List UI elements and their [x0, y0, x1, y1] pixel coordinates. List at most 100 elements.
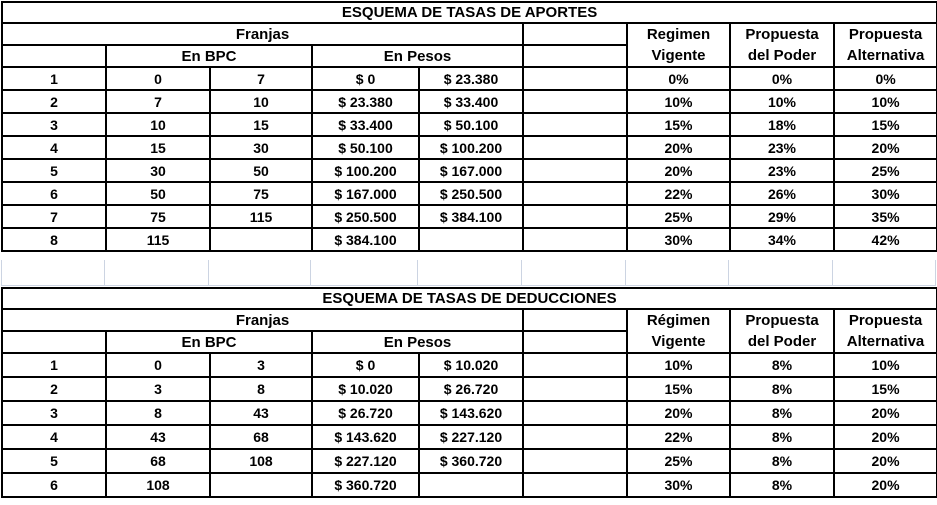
header-line-del-poder: del Poder	[747, 333, 817, 350]
cell-n: 7	[1, 204, 107, 229]
header-franjas: Franjas	[1, 308, 524, 332]
cell-pesos-to	[418, 227, 524, 252]
cell-pesos-to: $ 384.100	[418, 204, 524, 229]
gridline-cell	[209, 260, 311, 285]
header-en-pesos: En Pesos	[311, 330, 524, 354]
cell-pesos-from: $ 143.620	[311, 424, 420, 450]
empty-cell	[522, 352, 628, 378]
empty-cell	[522, 89, 628, 114]
empty-header-cell	[522, 44, 628, 68]
cell-bpc-from: 0	[105, 352, 211, 378]
empty-cell	[522, 424, 628, 450]
cell-pesos-to: $ 50.100	[418, 112, 524, 137]
table-row: 2 7 10 $ 23.380 $ 33.400 10% 10% 10%	[1, 89, 937, 114]
aportes-table: ESQUEMA DE TASAS DE APORTES Franjas Regi…	[0, 1, 937, 252]
cell-n: 5	[1, 448, 107, 474]
deducciones-table-body: 1 0 3 $ 0 $ 10.020 10% 8% 10% 2 3 8 $ 10.020 $ 26.72…	[1, 352, 937, 498]
table-row: 7 75 115 $ 250.500 $ 384.100 25% 29% 35%	[1, 204, 937, 229]
empty-header-cell	[522, 330, 628, 354]
cell-n: 8	[1, 227, 107, 252]
cell-alternativa: 10%	[832, 89, 937, 114]
cell-poder: 8%	[729, 376, 835, 402]
cell-bpc-to: 115	[209, 204, 313, 229]
cell-pesos-from: $ 227.120	[311, 448, 420, 474]
cell-vigente: 30%	[626, 227, 731, 252]
cell-pesos-from: $ 167.000	[311, 181, 420, 206]
cell-n: 6	[1, 472, 107, 498]
cell-bpc-from: 10	[105, 112, 211, 137]
gridline-cell	[1, 260, 105, 285]
cell-vigente: 22%	[626, 424, 731, 450]
cell-vigente: 25%	[626, 448, 731, 474]
header-line-alternativa: Alternativa	[846, 333, 925, 350]
header-line-propuesta: Propuesta	[745, 312, 819, 329]
cell-pesos-from: $ 250.500	[311, 204, 420, 229]
cell-poder: 0%	[729, 66, 835, 91]
cell-poder: 29%	[729, 204, 835, 229]
cell-pesos-from: $ 33.400	[311, 112, 420, 137]
cell-bpc-to: 10	[209, 89, 313, 114]
cell-n: 1	[1, 352, 107, 378]
cell-bpc-to: 15	[209, 112, 313, 137]
table-row: 3 10 15 $ 33.400 $ 50.100 15% 18% 15%	[1, 112, 937, 137]
empty-cell	[522, 204, 628, 229]
gridline-cell	[626, 260, 729, 285]
cell-pesos-to: $ 100.200	[418, 135, 524, 160]
cell-bpc-to	[209, 472, 313, 498]
empty-cell	[522, 135, 628, 160]
cell-bpc-to: 3	[209, 352, 313, 378]
table-row: 5 30 50 $ 100.200 $ 167.000 20% 23% 25%	[1, 158, 937, 183]
header-line-propuesta: Propuesta	[848, 26, 923, 43]
aportes-header-row-2: En BPC En Pesos	[1, 44, 937, 68]
table-row: 3 8 43 $ 26.720 $ 143.620 20% 8% 20%	[1, 400, 937, 426]
cell-poder: 8%	[729, 400, 835, 426]
empty-cell	[522, 66, 628, 91]
cell-bpc-from: 50	[105, 181, 211, 206]
table-row: 6 108 $ 360.720 30% 8% 20%	[1, 472, 937, 498]
deducciones-table-title: ESQUEMA DE TASAS DE DEDUCCIONES	[0, 287, 937, 310]
cell-bpc-from: 30	[105, 158, 211, 183]
cell-n: 3	[1, 112, 107, 137]
header-line-propuesta: Propuesta	[848, 312, 923, 329]
cell-alternativa: 42%	[832, 227, 937, 252]
empty-header-cell	[1, 44, 107, 68]
cell-pesos-from: $ 384.100	[311, 227, 420, 252]
cell-vigente: 15%	[626, 376, 731, 402]
gridline-cell	[418, 260, 522, 285]
cell-alternativa: 15%	[832, 112, 937, 137]
cell-pesos-to: $ 143.620	[418, 400, 524, 426]
cell-bpc-from: 43	[105, 424, 211, 450]
cell-bpc-from: 68	[105, 448, 211, 474]
cell-poder: 23%	[729, 158, 835, 183]
cell-alternativa: 35%	[832, 204, 937, 229]
cell-n: 3	[1, 400, 107, 426]
cell-poder: 34%	[729, 227, 835, 252]
cell-n: 4	[1, 424, 107, 450]
cell-pesos-to: $ 250.500	[418, 181, 524, 206]
cell-poder: 8%	[729, 448, 835, 474]
aportes-table-body: 1 0 7 $ 0 $ 23.380 0% 0% 0% 2 7 10 $ 23.380 $ 33.400…	[1, 66, 937, 252]
cell-bpc-to: 8	[209, 376, 313, 402]
empty-cell	[522, 158, 628, 183]
cell-bpc-from: 75	[105, 204, 211, 229]
header-line-regimen: Régimen	[646, 312, 711, 329]
header-line-del-poder: del Poder	[747, 47, 817, 64]
cell-bpc-to: 30	[209, 135, 313, 160]
gridline-cell	[311, 260, 418, 285]
gridline-cell	[729, 260, 833, 285]
cell-alternativa: 20%	[832, 400, 937, 426]
cell-alternativa: 15%	[832, 376, 937, 402]
cell-pesos-to: $ 23.380	[418, 66, 524, 91]
cell-bpc-to: 50	[209, 158, 313, 183]
gridline-cell	[833, 260, 936, 285]
header-line-alternativa: Alternativa	[846, 47, 925, 64]
header-propuesta-alternativa: Propuesta Alternativa	[832, 308, 937, 354]
deducciones-table: ESQUEMA DE TASAS DE DEDUCCIONES Franjas …	[0, 287, 937, 498]
header-line-propuesta: Propuesta	[745, 26, 819, 43]
table-row: 6 50 75 $ 167.000 $ 250.500 22% 26% 30%	[1, 181, 937, 206]
cell-poder: 10%	[729, 89, 835, 114]
aportes-title-row: ESQUEMA DE TASAS DE APORTES	[0, 1, 937, 24]
cell-bpc-from: 7	[105, 89, 211, 114]
deducciones-header-row-2: En BPC En Pesos	[1, 330, 937, 354]
empty-cell	[522, 448, 628, 474]
